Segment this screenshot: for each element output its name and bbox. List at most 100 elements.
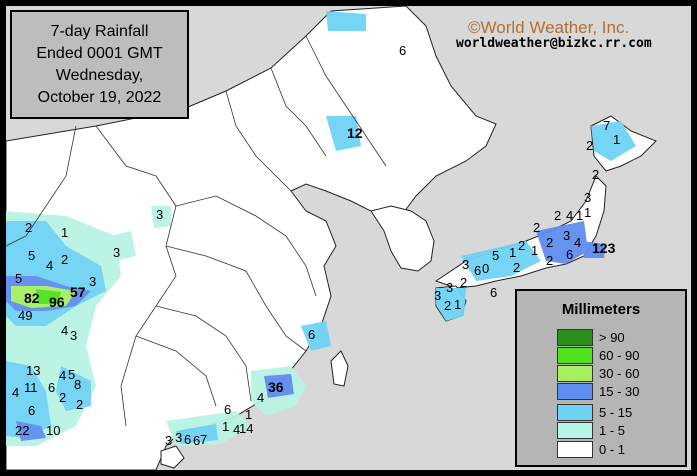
legend-label: > 90 [599,329,625,345]
legend-label: 0 - 1 [599,441,626,457]
rain-value: 4 [12,385,20,400]
legend-item: 1 - 5 [557,421,626,439]
rain-value: 2 [592,167,600,182]
title-line-1: 7-day Rainfall [50,22,149,40]
rain-value: 7 [200,432,208,447]
rainfall-map: 7-day Rainfall Ended 0001 GMT Wednesday,… [6,6,691,470]
rain-value: 96 [49,294,65,310]
rain-value: 2 [513,260,521,275]
map-graphic [6,6,691,470]
rain-value: 2 [586,138,594,153]
rain-value: 2 [518,238,526,253]
rain-value: 3 [175,430,183,445]
rain-value: 3 [113,245,121,260]
rain-value: 3 [70,328,78,343]
rain-shading [6,11,636,446]
legend-label: 1 - 5 [599,422,626,438]
legend-label: 30 - 60 [599,365,640,381]
rain-value: 36 [268,379,284,395]
rain-value: 4 [574,235,582,250]
rain-value: 1 [509,245,517,260]
rain-value: 0 [482,261,490,276]
rain-value: 2 [76,397,84,412]
legend-item: 15 - 30 [557,382,640,400]
rain-value: 2 [546,253,554,268]
rain-value: 5 [492,248,500,263]
rain-value: 3 [584,190,592,205]
rain-value: 6 [474,263,482,278]
rain-value: 5 [68,367,76,382]
legend-swatch [557,346,593,364]
rain-value: 3 [446,280,454,295]
title-line-3: Wednesday, [55,66,144,84]
legend: Millimeters > 90 60 - 90 30 - 60 15 - 30… [515,289,687,467]
legend-swatch [557,382,593,400]
rain-value: 6 [28,403,36,418]
legend-label: 5 - 15 [599,404,633,420]
rain-value: 14 [239,421,254,436]
rain-value: 2 [460,275,468,290]
rain-value: 7 [603,118,611,133]
legend-item: > 90 [557,328,625,346]
rain-value: 2 [61,252,69,267]
korea-landmass [370,205,435,272]
legend-swatch [557,440,593,458]
rain-value: 4 [61,323,69,338]
rain-value: 5 [15,271,23,286]
rain-value: 6 [308,327,316,342]
rain-value: 6 [566,247,574,262]
rain-value: 3 [434,288,442,303]
rain-value: 4 [566,208,574,223]
legend-swatch [557,328,593,346]
rain-value: 10 [46,423,61,438]
legend-item: 30 - 60 [557,364,640,382]
title-line-4: October 19, 2022 [37,88,162,106]
rain-value: 1 [613,132,621,147]
rain-value: 22 [15,423,30,438]
rain-value: 4 [46,258,54,273]
rain-value: 2 [546,235,554,250]
rain-value: 11 [24,380,38,395]
province-borders [6,35,387,427]
hainan [160,445,185,469]
rain-value: 2 [444,298,452,313]
rain-value: 4 [59,368,67,383]
contact-email: worldweather@bizkc.rr.com [456,36,652,51]
rain-value: 6 [184,432,192,447]
rain-value: 3 [89,274,97,289]
rain-value: 3 [156,207,164,222]
legend-label: 60 - 90 [599,347,640,363]
map-title-box: 7-day Rainfall Ended 0001 GMT Wednesday,… [10,10,189,119]
copyright-text: ©World Weather, Inc. [468,18,630,37]
rain-value: 6 [490,285,498,300]
rain-value: 1 [531,243,539,258]
rain-value: 1 [245,407,253,422]
rain-value: 3 [462,257,470,272]
rain-value: 57 [70,284,86,300]
rain-value: 6 [48,380,56,395]
legend-swatch [557,403,593,421]
rain-value: 6 [193,433,201,448]
rain-value: 2 [554,208,562,223]
rain-value: 3 [563,228,571,243]
rain-value: 49 [18,308,33,323]
title-line-2: Ended 0001 GMT [36,44,163,62]
legend-swatch [557,421,593,439]
taiwan [330,350,349,387]
legend-item: 5 - 15 [557,403,633,421]
rain-value: 2 [59,390,67,405]
rain-value: 82 [24,290,40,306]
rain-value: 2 [533,220,541,235]
legend-title: Millimeters [561,301,641,318]
rain-value: 4 [233,422,241,437]
rain-value: 123 [592,240,616,256]
rain-value: 5 [28,248,36,263]
rain-value: 1 [454,297,462,312]
rain-value: 13 [26,363,41,378]
legend-swatch [557,364,593,382]
legend-label: 15 - 30 [599,383,640,399]
legend-item: 0 - 1 [557,440,626,458]
rain-value: 3 [165,433,173,448]
rain-value: 1 [61,225,69,240]
